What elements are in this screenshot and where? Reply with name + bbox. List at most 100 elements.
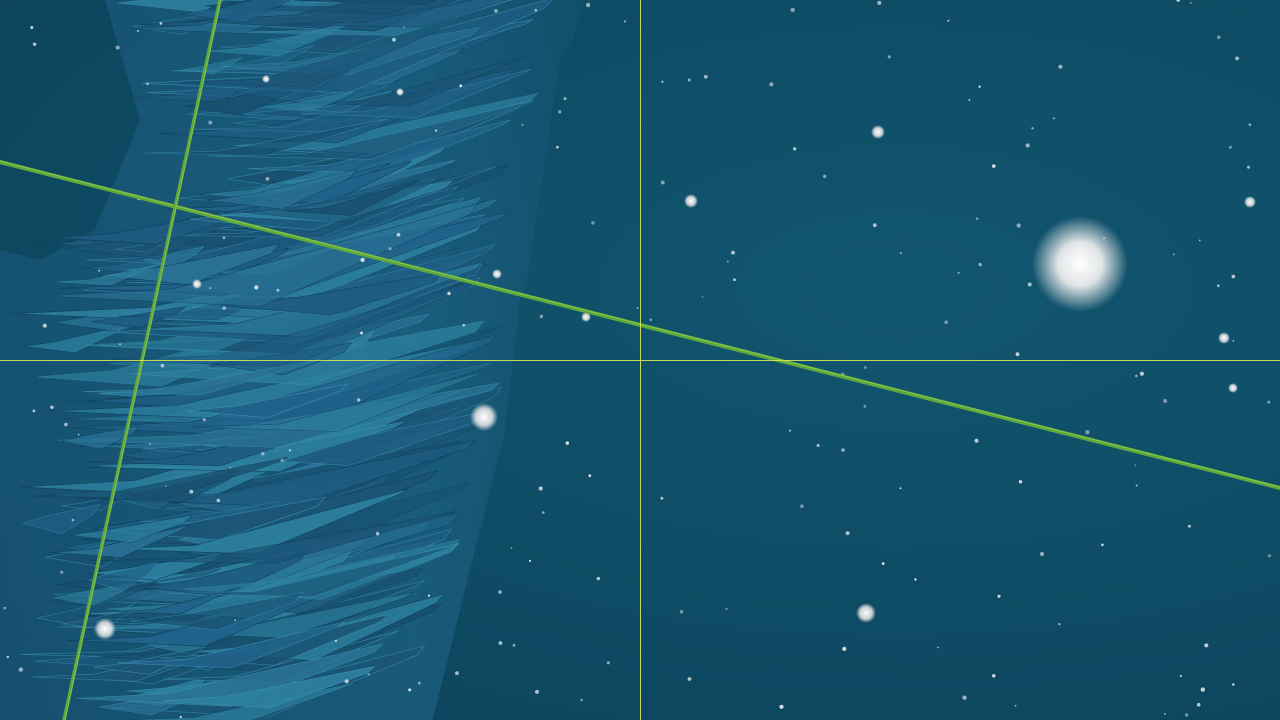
particle — [588, 474, 592, 478]
rock-slab — [208, 100, 535, 160]
particle — [790, 7, 795, 13]
large-particle — [1218, 332, 1230, 344]
large-particle — [1244, 196, 1256, 208]
large-particle — [492, 269, 502, 279]
particle — [179, 715, 182, 719]
particle — [623, 20, 627, 23]
particle — [1190, 2, 1192, 4]
particle — [510, 547, 513, 549]
particle — [947, 19, 950, 22]
particle — [978, 262, 982, 267]
particle — [539, 314, 544, 319]
particle — [1204, 643, 1209, 648]
particle — [1247, 165, 1250, 169]
particle — [434, 129, 438, 132]
particle — [679, 609, 684, 614]
particle — [356, 398, 361, 402]
particle — [222, 306, 226, 310]
particle — [115, 45, 120, 50]
particle — [687, 677, 692, 681]
particle — [1179, 674, 1183, 678]
particle — [528, 559, 532, 563]
particle — [1164, 713, 1166, 715]
rock-slab — [185, 383, 350, 418]
rock-slab — [21, 503, 101, 535]
particle — [512, 643, 516, 647]
particle — [1200, 687, 1206, 692]
rock-slab — [189, 371, 485, 432]
particle — [1135, 374, 1138, 378]
particle — [276, 288, 280, 292]
particle — [1187, 524, 1191, 528]
particle — [42, 323, 47, 328]
particle — [418, 681, 421, 685]
particle — [565, 441, 569, 445]
particle — [344, 679, 349, 684]
particle — [367, 673, 370, 676]
large-particle — [871, 125, 885, 139]
particle — [1025, 143, 1030, 148]
particle — [793, 147, 797, 151]
particle — [1163, 399, 1168, 403]
large-particle — [396, 88, 404, 96]
particle — [556, 145, 559, 149]
rock-slab — [87, 562, 158, 592]
particle — [864, 366, 867, 369]
rock-slab — [264, 91, 355, 112]
rock-slab — [76, 643, 384, 707]
particle — [887, 55, 891, 59]
particle — [64, 422, 68, 427]
particle — [149, 442, 152, 445]
particle — [32, 409, 36, 413]
particle — [992, 164, 996, 168]
particle — [164, 485, 167, 487]
particle — [1018, 480, 1023, 484]
particle — [580, 698, 583, 702]
particle — [60, 570, 64, 574]
particle — [1015, 352, 1020, 357]
particle — [1101, 543, 1104, 547]
particle — [978, 85, 981, 88]
particle — [408, 688, 412, 692]
particle — [687, 78, 691, 82]
particle — [1139, 371, 1144, 376]
particle — [558, 110, 562, 114]
particle — [914, 578, 917, 581]
particle — [3, 606, 6, 610]
particle — [1014, 704, 1017, 707]
particle — [427, 594, 431, 597]
particle — [498, 590, 502, 594]
rock-slab — [31, 457, 288, 502]
particle — [997, 594, 1001, 598]
particle — [606, 661, 610, 665]
rock-slab — [277, 0, 508, 28]
particle — [1196, 702, 1201, 707]
rock-slab — [82, 359, 321, 396]
particle — [900, 252, 902, 255]
particle — [1027, 282, 1032, 287]
particle — [1031, 127, 1034, 130]
light-orb — [1032, 216, 1128, 312]
particle — [18, 667, 24, 672]
particle — [1267, 400, 1271, 404]
particle — [388, 247, 392, 251]
particle — [119, 343, 121, 346]
large-particle — [470, 403, 498, 431]
particle — [1228, 145, 1232, 149]
particle — [1176, 0, 1180, 2]
particle — [1267, 554, 1271, 558]
particle — [1135, 484, 1138, 487]
particle — [216, 498, 221, 503]
rock-slab — [117, 0, 226, 13]
particle — [1016, 223, 1021, 228]
particle — [703, 74, 708, 79]
rock-slab — [144, 118, 388, 157]
rock-slab — [301, 69, 531, 119]
rock-slab — [90, 510, 459, 564]
particle — [396, 232, 401, 237]
particle — [596, 576, 600, 581]
particle — [229, 466, 232, 469]
particle — [842, 646, 847, 652]
rock-slab — [242, 162, 458, 224]
